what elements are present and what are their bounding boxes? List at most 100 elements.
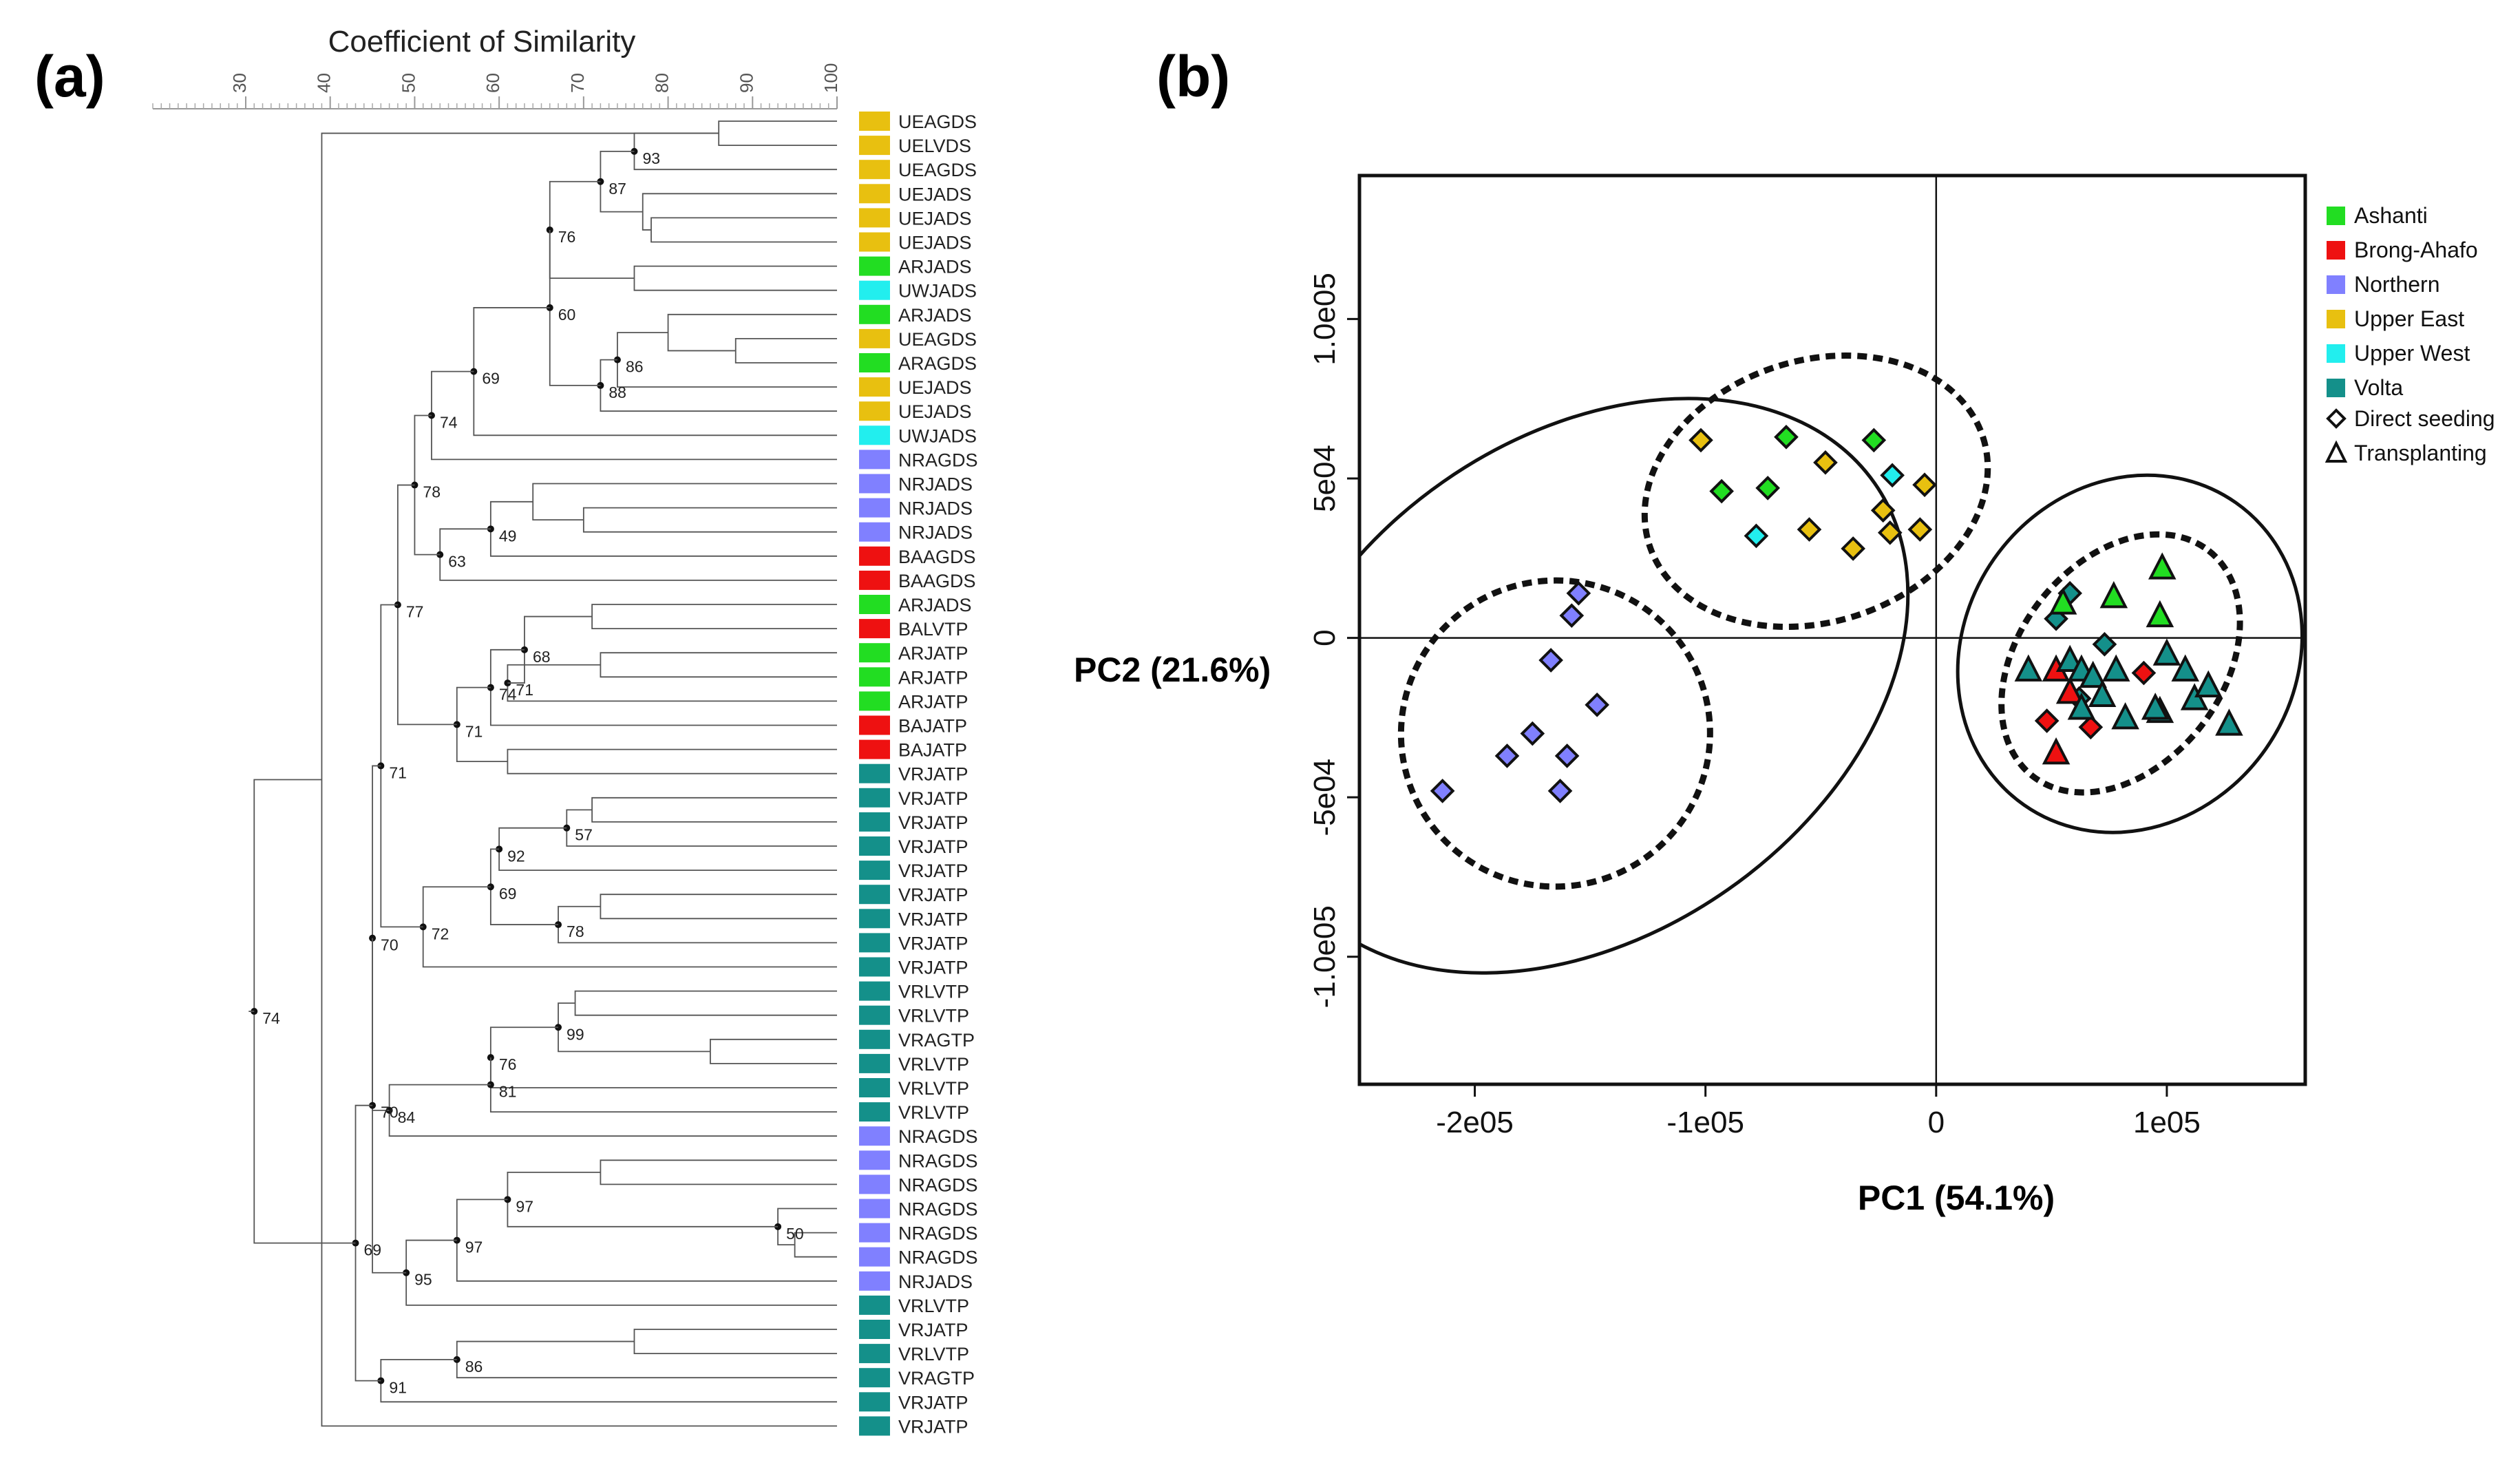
dendrogram-axis-tick-label: 50 [398,73,419,93]
dendrogram-leaf-label: NRJADS [898,498,973,519]
pca-y-tick-label: 1.0e05 [1308,273,1342,366]
dendrogram-bootstrap-value: 60 [558,306,576,324]
dendrogram-leaf-color-swatch [859,909,890,929]
dendrogram-node-dot [453,721,460,728]
dendrogram-node-dot [504,679,511,687]
dendrogram-branch [633,1329,837,1354]
dendrogram-leaf-label: BAJATP [898,716,967,737]
dendrogram-leaf-label: VRAGTP [898,1030,975,1051]
dendrogram-title: Coefficient of Similarity [328,25,636,59]
dendrogram-leaf-color-swatch [859,1368,890,1388]
pca-point-direct-seeding [2034,708,2060,733]
dendrogram-leaf-label: ARAGDS [898,353,977,374]
pca-legend-label: Ashanti [2354,203,2428,228]
dendrogram-axis-tick-label: 80 [652,73,673,93]
pca-legend-swatch [2327,379,2345,397]
pca-legend-swatch [2327,275,2345,294]
pca-point-transplanting [2067,693,2096,720]
dendrogram-bootstrap-value: 97 [465,1238,483,1256]
pca-legend-swatch [2327,310,2345,328]
dendrogram-node-dot [496,845,503,853]
dendrogram-leaf-label: NRJADS [898,523,973,543]
pca-y-tick-label: 5e04 [1308,445,1342,512]
dendrogram-leaf-color-swatch [859,498,890,518]
pca-plot-frame [1357,173,2307,1086]
dendrogram-leaf-color-swatch [859,861,890,881]
dendrogram-branch [710,1038,837,1064]
dendrogram-leaf-label: UELVDS [898,136,971,156]
dendrogram-axis-tick-label: 40 [314,73,335,93]
dendrogram-branch [633,265,837,291]
dendrogram-leaf-label: VRJATP [898,1320,968,1340]
dendrogram-leaf-color-swatch [859,522,890,542]
pca-legend-swatch [2327,344,2345,363]
dendrogram-bootstrap-value: 57 [575,826,593,844]
dendrogram-leaf-label: BAAGDS [898,571,976,591]
pca-x-tick-label: -2e05 [1436,1106,1514,1139]
dendrogram-leaf-color-swatch [859,643,890,663]
dendrogram-leaf-color-swatch [859,595,890,614]
dendrogram-leaf-label: VRJATP [898,933,968,953]
dendrogram-leaf-label: VRLVTP [898,1054,969,1075]
dendrogram-leaf-label: UWJADS [898,425,977,446]
pca-point-direct-seeding [1755,476,1780,500]
dendrogram-leaf-color-swatch [859,667,890,687]
pca-point-transplanting [2141,693,2170,720]
dendrogram-leaf-color-swatch [859,1005,890,1025]
pca-legend-label: Northern [2354,272,2440,297]
dendrogram-bootstrap-value: 49 [499,527,517,545]
dendrogram-leaf-label: NRJADS [898,1272,973,1292]
pca-point-direct-seeding [1907,517,1933,542]
dendrogram-leaf-label: VRAGTP [898,1368,975,1389]
pca-point-direct-seeding [1554,744,1580,768]
dendrogram-node-dot [453,1356,460,1363]
dendrogram-leaf-color-swatch [859,328,890,348]
pca-point-direct-seeding [1520,721,1545,746]
pca-point-transplanting [2048,587,2077,615]
dendrogram-bootstrap-value: 69 [364,1241,382,1259]
dendrogram-bootstrap-value: 84 [398,1108,416,1126]
dendrogram-leaf-color-swatch [859,353,890,372]
pca-point-transplanting [2088,679,2117,707]
dendrogram-leaf-label: NRAGDS [898,1150,978,1171]
dendrogram-bootstrap-value: 74 [440,414,458,432]
dendrogram-branch [489,1057,837,1113]
dendrogram-leaf-label: ARJADS [898,595,972,615]
pca-point-direct-seeding [1797,517,1822,542]
dendrogram-leaf-color-swatch [859,1078,890,1097]
pca-x-tick-label: -1e05 [1666,1106,1744,1139]
dendrogram-leaf-label: VRJATP [898,836,968,857]
pca-point-transplanting [2014,654,2043,682]
pca-point-transplanting [2099,581,2128,609]
dendrogram-leaf-label: VRLVTP [898,1006,969,1026]
dendrogram-bootstrap-value: 97 [516,1197,533,1215]
dendrogram-leaf-label: UEAGDS [898,112,977,132]
dendrogram-leaf-color-swatch [859,160,890,180]
dendrogram-bootstrap-value: 99 [567,1025,584,1043]
pca-point-transplanting [2111,702,2139,730]
dendrogram-leaf-color-swatch [859,812,890,832]
dendrogram-leaf-color-swatch [859,1295,890,1315]
pca-point-direct-seeding [1912,472,1937,498]
dendrogram-bootstrap-value: 71 [465,722,483,740]
pca-shape-legend-label: Transplanting [2354,441,2487,465]
dendrogram-leaf-color-swatch [859,1150,890,1170]
pca-legend-label: Upper East [2354,306,2464,331]
dendrogram-leaf-color-swatch [859,1102,890,1122]
dendrogram-leaf-color-swatch [859,280,890,300]
dendrogram-branch [667,313,837,352]
dendrogram-bootstrap-value: 78 [567,922,584,940]
pca-point-direct-seeding [2078,715,2104,740]
panel-a-label: (a) [34,44,105,109]
dendrogram-leaf-label: VRLVTP [898,982,969,1002]
dendrogram-leaf-color-swatch [859,1053,890,1073]
pca-point-direct-seeding [1861,428,1887,453]
pca-point-direct-seeding [1813,450,1838,475]
pca-legend-label: Upper West [2354,341,2470,366]
pca-point-transplanting [2194,670,2223,698]
dendrogram-leaf-color-swatch [859,1416,890,1436]
dendrogram-leaf-color-swatch [859,957,890,977]
dendrogram-leaf-color-swatch [859,136,890,156]
pca-dashed-ellipse [1397,577,1713,890]
pca-point-direct-seeding [1877,520,1903,545]
